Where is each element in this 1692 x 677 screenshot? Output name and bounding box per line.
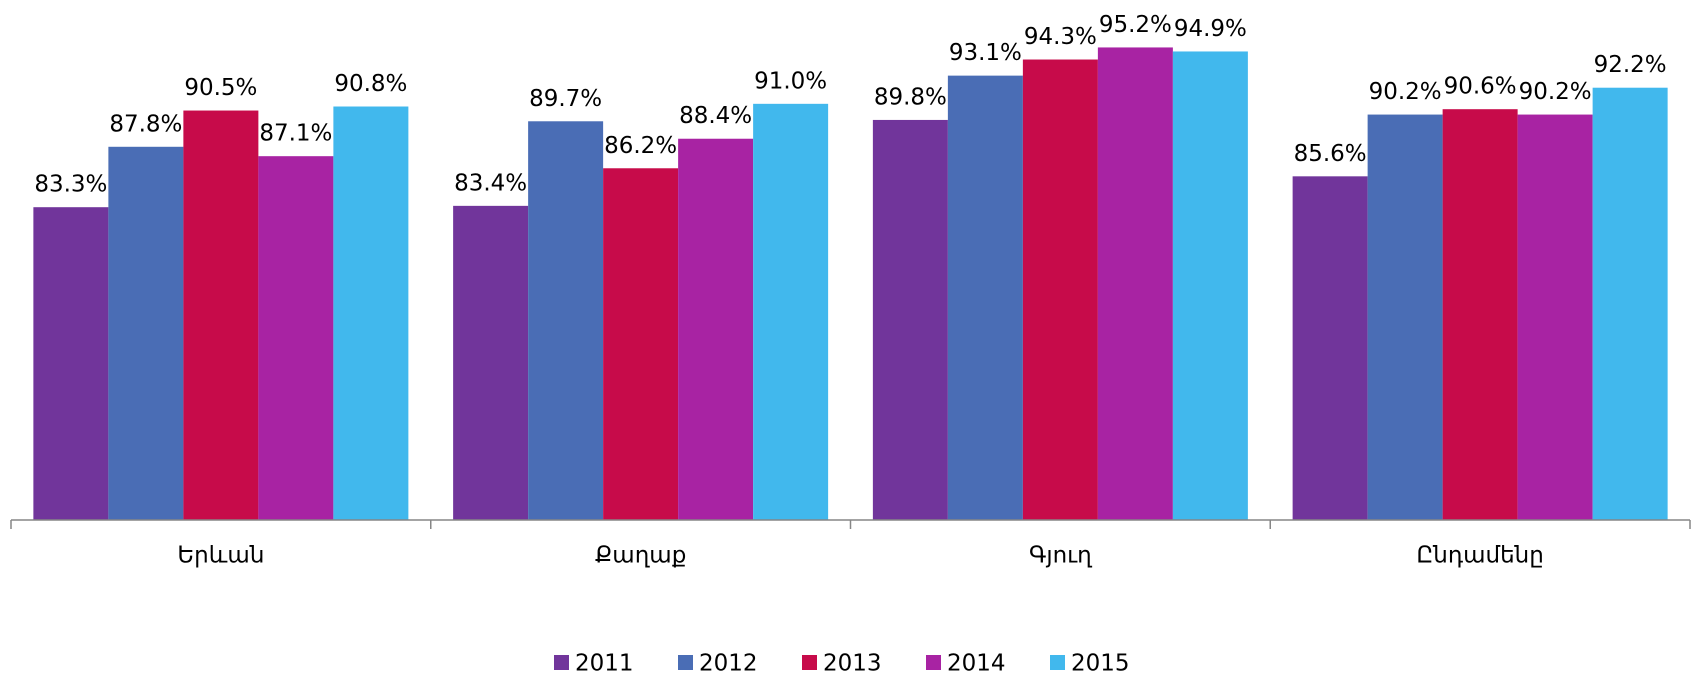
bar xyxy=(1442,109,1518,520)
bar xyxy=(1292,176,1368,520)
bar xyxy=(333,106,409,520)
data-label: 94.3% xyxy=(1024,24,1097,50)
bar xyxy=(453,205,529,521)
x-tick-label: Ընդամենը xyxy=(1416,543,1543,569)
bar xyxy=(1592,87,1668,520)
legend-label: 2014 xyxy=(947,651,1006,677)
bar xyxy=(1172,51,1248,520)
data-label: 94.9% xyxy=(1174,16,1247,42)
bar xyxy=(33,207,109,520)
bar xyxy=(183,110,259,520)
legend-swatch xyxy=(926,655,941,670)
data-label: 92.2% xyxy=(1594,52,1667,78)
x-tick-label: Քաղաք xyxy=(595,543,686,569)
bar xyxy=(678,138,754,521)
data-label: 87.1% xyxy=(259,121,332,147)
bar xyxy=(753,103,829,520)
data-label: 93.1% xyxy=(949,40,1022,66)
data-label: 86.2% xyxy=(604,133,677,159)
data-label: 89.8% xyxy=(874,84,947,110)
legend-swatch xyxy=(802,655,817,670)
legend-swatch xyxy=(678,655,693,670)
bar xyxy=(1367,114,1443,520)
bar xyxy=(603,168,679,520)
bar xyxy=(1097,47,1173,520)
legend-label: 2012 xyxy=(699,651,758,677)
data-label: 90.6% xyxy=(1444,74,1517,100)
bar xyxy=(528,121,604,520)
bar xyxy=(872,119,948,520)
data-label: 90.2% xyxy=(1519,79,1592,105)
data-label: 95.2% xyxy=(1099,12,1172,38)
x-tick-label: Գյուղ xyxy=(1029,543,1093,569)
bar xyxy=(1022,59,1098,521)
bar xyxy=(1517,114,1593,520)
legend-label: 2011 xyxy=(575,651,634,677)
data-label: 90.8% xyxy=(334,71,407,97)
data-label: 88.4% xyxy=(679,103,752,129)
bar xyxy=(108,146,184,520)
data-label: 83.4% xyxy=(454,170,527,196)
data-label: 90.2% xyxy=(1369,79,1442,105)
legend-label: 2015 xyxy=(1071,651,1130,677)
data-label: 89.7% xyxy=(529,86,602,112)
legend-swatch xyxy=(554,655,569,670)
data-label: 91.0% xyxy=(754,68,827,94)
bar xyxy=(258,156,334,520)
data-label: 85.6% xyxy=(1294,141,1367,167)
data-label: 90.5% xyxy=(184,75,257,101)
legend-label: 2013 xyxy=(823,651,882,677)
data-label: 83.3% xyxy=(34,172,107,198)
data-label: 87.8% xyxy=(109,111,182,137)
x-tick-label: Երևան xyxy=(177,543,264,569)
bar xyxy=(947,75,1023,520)
legend-swatch xyxy=(1050,655,1065,670)
